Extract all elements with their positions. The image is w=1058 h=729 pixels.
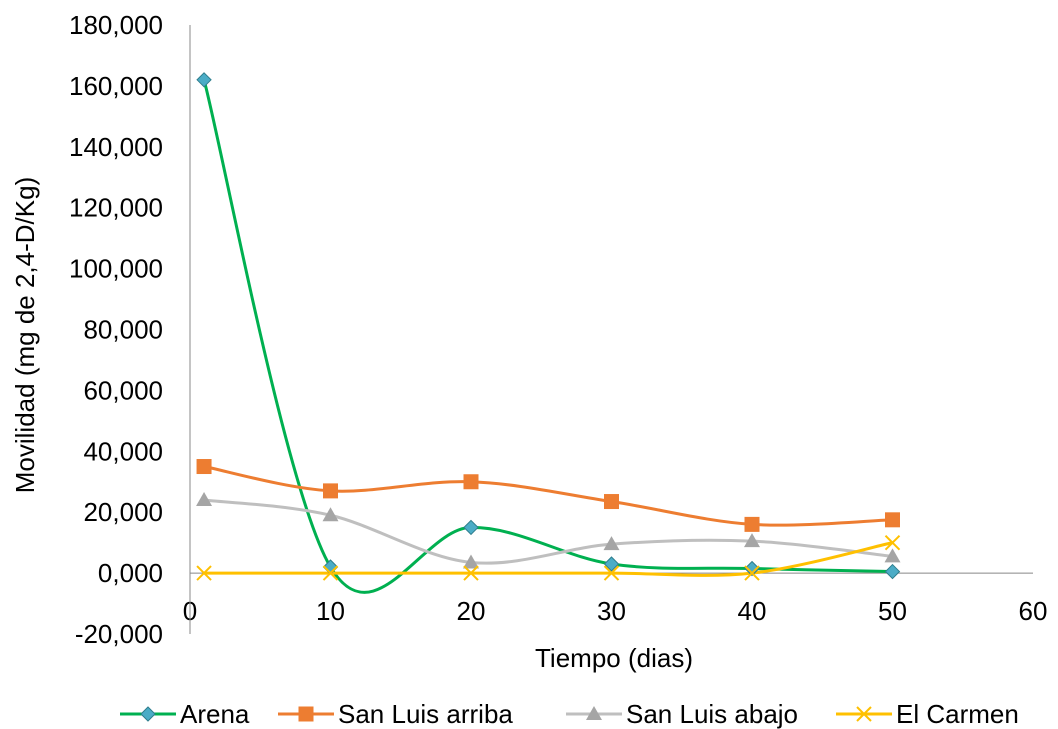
data-point-san-luis-arriba [196, 459, 212, 475]
data-point-san-luis-abajo [196, 492, 213, 507]
series-markers [196, 72, 901, 581]
legend-marker [856, 706, 872, 722]
y-tick-label: 160,000 [69, 71, 163, 101]
data-point-san-luis-arriba [463, 474, 479, 490]
y-tick-label: 40,000 [83, 436, 163, 466]
y-tick-label: 0,000 [98, 558, 163, 588]
y-tick-label: 140,000 [69, 132, 163, 162]
data-point-san-luis-abajo [603, 536, 620, 551]
x-tick-label: 40 [738, 596, 767, 626]
x-axis-label: Tiempo (dias) [535, 643, 693, 673]
x-tick-labels: 0 10 20 30 40 50 60 [183, 596, 1048, 626]
x-tick-label: 30 [597, 596, 626, 626]
series-lines [202, 79, 893, 594]
data-point-arena [744, 560, 760, 577]
legend-marker [298, 706, 314, 722]
series-line-san-luis-arriba [203, 465, 893, 527]
legend-label: San Luis arriba [338, 699, 513, 729]
data-point-san-luis-arriba [744, 516, 760, 532]
data-point-arena [196, 72, 212, 88]
data-point-el-carmen [463, 565, 479, 581]
y-tick-label: 120,000 [69, 193, 163, 223]
legend-item-san-luis-abajo: San Luis abajo [566, 699, 798, 729]
y-tick-label: 100,000 [69, 254, 163, 284]
data-point-el-carmen [603, 565, 620, 581]
data-point-san-luis-arriba [323, 483, 338, 499]
x-tick-label: 50 [878, 596, 907, 626]
y-tick-label: 60,000 [83, 375, 163, 405]
series-line-el-carmen [204, 541, 893, 577]
data-point-san-luis-abajo [744, 533, 760, 548]
y-tick-label: 180,000 [69, 10, 163, 40]
data-point-el-carmen [196, 565, 212, 581]
y-tick-label: 20,000 [83, 497, 163, 527]
y-tick-label: 80,000 [83, 315, 163, 345]
legend-marker [586, 706, 602, 720]
data-point-arena [463, 519, 479, 536]
data-point-san-luis-arriba [885, 512, 900, 528]
data-point-san-luis-abajo [463, 554, 479, 569]
x-tick-label: 10 [316, 596, 345, 626]
data-point-san-luis-arriba [604, 494, 619, 510]
data-point-arena [603, 556, 620, 572]
series-line-arena [202, 79, 893, 594]
y-axis-label: Movilidad (mg de 2,4-D/Kg) [10, 177, 40, 493]
legend-label: Arena [180, 699, 250, 729]
legend-label: El Carmen [896, 699, 1019, 729]
x-tick-label: 60 [1019, 596, 1048, 626]
data-point-san-luis-abajo [322, 507, 339, 522]
legend-marker [140, 706, 156, 722]
data-point-el-carmen [884, 534, 901, 551]
data-point-el-carmen [322, 565, 339, 581]
legend-item-san-luis-arriba: San Luis arriba [278, 699, 513, 729]
data-point-arena [884, 563, 901, 580]
y-tick-label: -20,000 [75, 619, 163, 649]
x-tick-label: 20 [457, 596, 486, 626]
legend: Arena San Luis arriba San Luis abajo El Car… [120, 699, 1019, 729]
legend-label: San Luis abajo [626, 699, 798, 729]
data-point-el-carmen [744, 565, 760, 581]
series-line-san-luis-abajo [203, 498, 893, 565]
legend-item-el-carmen: El Carmen [836, 699, 1019, 729]
y-tick-labels: -20,000 0,000 20,000 40,000 60,000 80,000 100,… [69, 10, 163, 649]
legend-item-arena: Arena [120, 699, 250, 729]
data-point-san-luis-abajo [884, 548, 901, 563]
